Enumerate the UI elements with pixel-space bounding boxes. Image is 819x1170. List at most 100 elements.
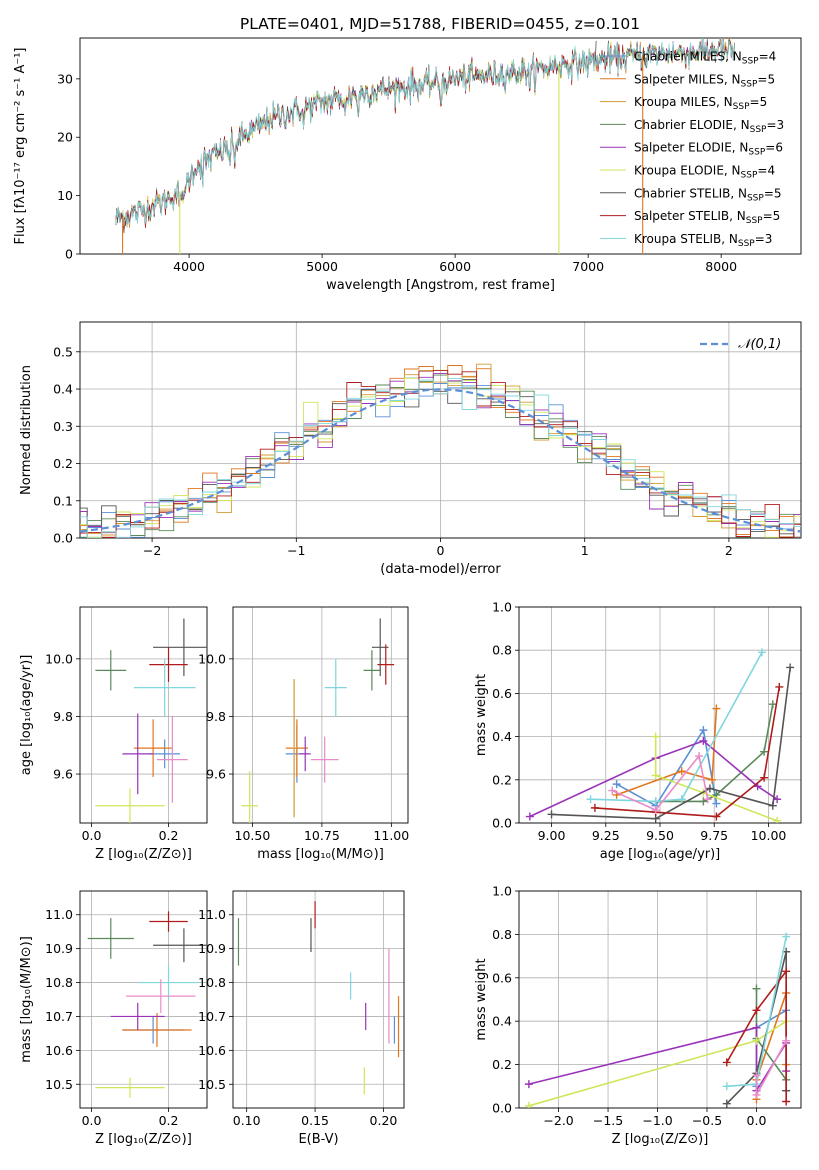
mass-weight-vs-age-xtick-label-0: 9.00	[538, 828, 566, 843]
mass-weight-vs-Z-series-6-marker-0	[722, 1058, 731, 1067]
mass-weight-vs-Z-series-2-marker-0	[752, 984, 761, 993]
mass-vs-Z-ytick-label-1: 10.6	[45, 1043, 73, 1058]
mass-weight-vs-Z-xtick-label-0: −2.0	[543, 1113, 573, 1128]
spectrum-ytick-label-3: 30	[57, 71, 73, 86]
mass-weight-vs-age-xtick-label-3: 9.75	[700, 828, 728, 843]
spectrum-ylabel: Flux [fλ10⁻¹⁷ erg cm⁻² s⁻¹ A⁻¹]	[13, 48, 28, 245]
spectrum-plot-area	[115, 38, 735, 254]
mass-weight-vs-age-xtick-label-4: 10.00	[751, 828, 787, 843]
mass-weight-vs-age-series-8-marker-3	[703, 795, 712, 804]
spectrum-legend-label-2: Kroupa MILES, NSSP=5	[634, 95, 767, 112]
mass-weight-vs-Z-series-3-marker-1	[752, 1023, 761, 1032]
mass-vs-EBV-xtick-label-2: 0.20	[370, 1113, 398, 1128]
mass-weight-vs-age-series-4-marker-0	[651, 732, 660, 741]
mass-weight-vs-Z-series-6-marker-1	[752, 1006, 761, 1015]
mass-weight-vs-Z-ytick-label-2: 0.4	[492, 1014, 512, 1029]
age-vs-Z-xtick-label-0: 0.0	[82, 828, 102, 843]
mass-weight-vs-age-series-8-marker-0	[608, 786, 617, 795]
mass-vs-Z-ytick-label-0: 10.5	[45, 1077, 73, 1092]
mass-weight-vs-Z-xtick-label-3: −0.5	[692, 1113, 722, 1128]
mass-weight-vs-Z-ytick-label-5: 1.0	[492, 884, 512, 899]
mass-weight-vs-Z-panel: −2.0 −1.5 −1.0 −0.5 0.0 0.0 0.2 0.4 0.6 0.8 1.0 Z […	[474, 884, 802, 1147]
spectrum-panel: 4000 5000 6000 7000 8000 0 10 20 30 wavelength [A…	[13, 37, 802, 293]
mass-weight-vs-Z-xlabel: Z [log₁₀(Z/Z⊙)]	[612, 1132, 709, 1147]
mass-weight-vs-age-ytick-label-3: 0.6	[492, 686, 512, 701]
spectrum-legend-label-7: Salpeter STELIB, NSSP=5	[634, 209, 780, 226]
normal-curve	[80, 388, 801, 533]
histogram-series-6	[80, 379, 801, 538]
age-vs-Z-plot-area	[95, 618, 207, 823]
histogram-legend-label: 𝒩(0,1)	[738, 337, 781, 352]
mass-weight-vs-age-series-4-marker-3	[773, 816, 782, 823]
histogram-series-4	[80, 373, 801, 538]
mass-weight-vs-age-xtick-label-2: 9.50	[646, 828, 674, 843]
mass-weight-vs-age-series-6-marker-0	[590, 803, 599, 812]
mass-vs-Z-xtick-label-1: 0.2	[159, 1113, 179, 1128]
mass-weight-vs-Z-ytick-label-0: 0.0	[492, 1101, 512, 1116]
age-vs-Z-panel: 0.0 0.2 9.6 9.8 10.0 Z [log₁₀(Z/Z⊙)] age [log₁…	[19, 606, 208, 862]
mass-vs-Z-xtick-label-0: 0.0	[82, 1113, 102, 1128]
mass-weight-vs-age-series-6	[594, 686, 781, 818]
mass-weight-vs-age-ytick-label-0: 0.0	[492, 816, 512, 831]
mass-vs-EBV-ytick-label-2: 10.7	[198, 1009, 226, 1024]
spectrum-legend-label-0: Chabrier MILES, NSSP=4	[634, 50, 776, 67]
mass-weight-vs-age-series-5-marker-2	[705, 784, 714, 793]
mass-weight-vs-age-series-2-marker-3	[760, 747, 769, 756]
age-vs-mass-ytick-label-1: 9.8	[206, 709, 226, 724]
mass-weight-vs-age-series-5-marker-4	[786, 663, 795, 672]
mass-weight-vs-age-series-7-marker-3	[757, 648, 766, 657]
mass-weight-vs-age-series-4	[654, 736, 778, 822]
mass-vs-EBV-panel: 0.10 0.15 0.20 10.5 10.6 10.7 10.8 10.9 11.0 E(B-…	[198, 890, 405, 1147]
mass-vs-Z-ytick-label-5: 11.0	[45, 907, 73, 922]
mass-weight-vs-age-series-0-marker-2	[699, 726, 708, 735]
mass-weight-vs-age-series-5	[551, 667, 791, 820]
spectrum-ytick-label-0: 0	[65, 247, 73, 262]
mass-vs-Z-ytick-label-4: 10.9	[45, 941, 73, 956]
mass-weight-vs-age-series-4-marker-1	[651, 771, 660, 780]
mass-weight-vs-Z-series-6	[726, 968, 787, 1102]
mass-weight-vs-Z-series-7-marker-0	[722, 1082, 731, 1091]
residual-histogram-xtick-label-2: 0	[437, 543, 445, 558]
mass-weight-vs-age-series-2-marker-1	[699, 797, 708, 806]
age-vs-mass-plot-area	[241, 618, 395, 823]
age-vs-Z-ytick-label-2: 10.0	[45, 651, 73, 666]
spectrum-xtick-label-4: 8000	[705, 259, 737, 274]
mass-weight-vs-age-series-2-marker-4	[768, 700, 777, 709]
mass-vs-Z-ylabel: mass [log₁₀(M/M⊙)]	[19, 936, 34, 1063]
mass-weight-vs-Z-series-6-marker-2	[782, 967, 791, 976]
spectrum-series-8	[115, 38, 735, 227]
spectrum-ytick-label-1: 10	[57, 188, 73, 203]
mass-weight-vs-Z-series-4-marker-1	[752, 1036, 761, 1045]
spectrum-frame	[79, 37, 802, 255]
mass-weight-vs-Z-xtick-label-4: 0.0	[747, 1113, 767, 1128]
mass-weight-vs-age-series-7-marker-1	[651, 797, 660, 806]
mass-vs-EBV-plot-area	[237, 901, 400, 1095]
residual-histogram-xtick-label-4: 2	[725, 543, 733, 558]
spectrum-legend-label-4: Salpeter ELODIE, NSSP=6	[634, 141, 783, 158]
mass-vs-EBV-ytick-label-0: 10.5	[198, 1077, 226, 1092]
spectrum-legend-label-1: Salpeter MILES, NSSP=5	[634, 72, 775, 89]
mass-vs-EBV-xlabel: E(B-V)	[298, 1132, 338, 1147]
age-vs-mass-ytick-label-0: 9.6	[206, 767, 226, 782]
mass-weight-vs-age-series-1-marker-2	[708, 775, 717, 784]
age-vs-mass-panel: 10.50 10.75 11.00 9.6 9.8 10.0 mass [log₁₀(M/M…	[198, 606, 409, 862]
mass-vs-Z-plot-area	[87, 911, 207, 1098]
mass-weight-vs-Z-xtick-label-2: −1.0	[642, 1113, 672, 1128]
mass-weight-vs-age-series-3-marker-4	[773, 795, 782, 804]
age-vs-Z-xlabel: Z [log₁₀(Z/Z⊙)]	[95, 847, 192, 862]
spectrum-xtick-label-1: 5000	[306, 259, 338, 274]
figure-title: PLATE=0401, MJD=51788, FIBERID=0455, z=0…	[240, 15, 640, 33]
spectrum-legend-label-3: Chabrier ELODIE, NSSP=3	[634, 118, 784, 135]
spectrum-legend-label-8: Kroupa STELIB, NSSP=3	[634, 232, 772, 249]
mass-vs-Z-frame	[79, 890, 208, 1109]
mass-vs-EBV-ytick-label-5: 11.0	[198, 907, 226, 922]
age-vs-mass-xtick-label-1: 10.75	[304, 828, 340, 843]
mass-weight-vs-Z-xtick-label-1: −1.5	[593, 1113, 623, 1128]
age-vs-Z-frame	[79, 606, 208, 824]
residual-histogram-ytick-label-1: 0.1	[53, 493, 73, 508]
mass-weight-vs-Z-series-5-marker-0	[722, 1099, 731, 1108]
age-vs-mass-xtick-label-2: 11.00	[373, 828, 409, 843]
mass-weight-vs-age-series-7	[590, 652, 763, 803]
mass-weight-vs-Z-ytick-label-4: 0.8	[492, 927, 512, 942]
residual-histogram-xtick-label-1: −1	[287, 543, 305, 558]
